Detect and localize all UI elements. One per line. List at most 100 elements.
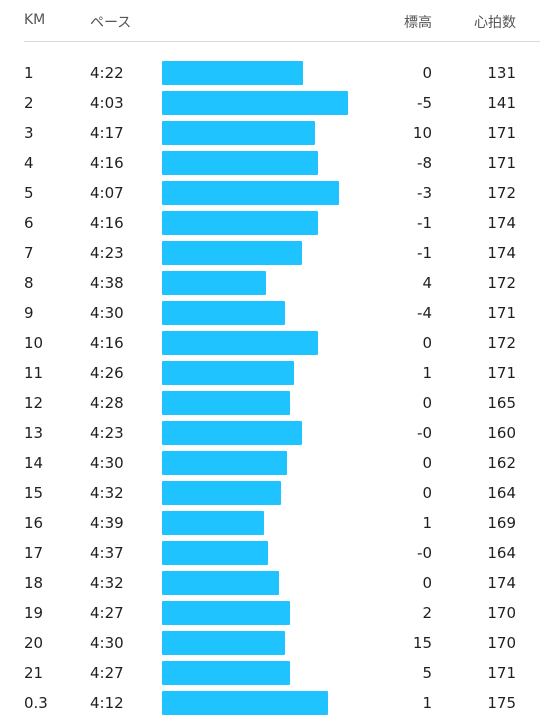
split-row: 20 4:30 15 170: [0, 628, 540, 658]
split-km: 18: [24, 574, 44, 592]
split-pace: 4:39: [90, 514, 124, 532]
split-elevation: -0: [417, 544, 432, 562]
split-heart-rate: 164: [487, 544, 516, 562]
split-row: 15 4:32 0 164: [0, 478, 540, 508]
split-pace: 4:17: [90, 124, 124, 142]
split-km: 0.3: [24, 694, 48, 712]
split-km: 8: [24, 274, 34, 292]
pace-bar: [162, 361, 294, 385]
split-elevation: 0: [422, 574, 432, 592]
split-pace: 4:27: [90, 604, 124, 622]
split-pace: 4:26: [90, 364, 124, 382]
split-elevation: -1: [417, 214, 432, 232]
split-km: 5: [24, 184, 34, 202]
split-heart-rate: 175: [487, 694, 516, 712]
split-pace: 4:16: [90, 154, 124, 172]
split-elevation: -0: [417, 424, 432, 442]
split-elevation: -5: [417, 94, 432, 112]
pace-bar: [162, 421, 302, 445]
split-pace: 4:32: [90, 484, 124, 502]
pace-bar: [162, 151, 318, 175]
split-pace: 4:30: [90, 454, 124, 472]
split-row: 21 4:27 5 171: [0, 658, 540, 688]
split-km: 21: [24, 664, 44, 682]
split-row: 8 4:38 4 172: [0, 268, 540, 298]
pace-bar: [162, 601, 290, 625]
pace-bar: [162, 661, 290, 685]
split-row: 16 4:39 1 169: [0, 508, 540, 538]
split-elevation: -4: [417, 304, 432, 322]
split-elevation: 1: [422, 514, 432, 532]
split-km: 17: [24, 544, 44, 562]
split-heart-rate: 171: [487, 304, 516, 322]
split-pace: 4:22: [90, 64, 124, 82]
pace-bar: [162, 631, 285, 655]
split-elevation: 4: [422, 274, 432, 292]
split-heart-rate: 169: [487, 514, 516, 532]
split-pace: 4:38: [90, 274, 124, 292]
split-km: 9: [24, 304, 34, 322]
split-heart-rate: 174: [487, 574, 516, 592]
split-row: 14 4:30 0 162: [0, 448, 540, 478]
split-km: 15: [24, 484, 44, 502]
split-pace: 4:23: [90, 424, 124, 442]
split-heart-rate: 162: [487, 454, 516, 472]
pace-bar: [162, 211, 318, 235]
split-row: 10 4:16 0 172: [0, 328, 540, 358]
split-pace: 4:12: [90, 694, 124, 712]
split-elevation: 1: [422, 364, 432, 382]
pace-bar: [162, 331, 318, 355]
split-elevation: -1: [417, 244, 432, 262]
pace-bar: [162, 511, 264, 535]
split-pace: 4:07: [90, 184, 124, 202]
split-heart-rate: 170: [487, 634, 516, 652]
split-km: 19: [24, 604, 44, 622]
split-elevation: 5: [422, 664, 432, 682]
split-elevation: 15: [412, 634, 432, 652]
split-heart-rate: 172: [487, 274, 516, 292]
pace-bar: [162, 391, 290, 415]
split-row: 9 4:30 -4 171: [0, 298, 540, 328]
split-row: 11 4:26 1 171: [0, 358, 540, 388]
pace-bar: [162, 541, 268, 565]
header-elevation: 標高: [404, 15, 432, 31]
split-km: 10: [24, 334, 44, 352]
split-pace: 4:30: [90, 634, 124, 652]
split-km: 14: [24, 454, 44, 472]
split-row: 18 4:32 0 174: [0, 568, 540, 598]
split-pace: 4:16: [90, 214, 124, 232]
split-heart-rate: 165: [487, 394, 516, 412]
split-elevation: 1: [422, 694, 432, 712]
split-km: 20: [24, 634, 44, 652]
split-elevation: 0: [422, 484, 432, 502]
pace-bar: [162, 271, 266, 295]
split-row: 6 4:16 -1 174: [0, 208, 540, 238]
split-km: 2: [24, 94, 34, 112]
split-row: 3 4:17 10 171: [0, 118, 540, 148]
split-heart-rate: 172: [487, 334, 516, 352]
header-heart-rate: 心拍数: [474, 15, 516, 31]
split-row: 5 4:07 -3 172: [0, 178, 540, 208]
split-heart-rate: 171: [487, 154, 516, 172]
split-row: 13 4:23 -0 160: [0, 418, 540, 448]
split-elevation: 10: [412, 124, 432, 142]
split-elevation: 0: [422, 394, 432, 412]
split-row: 12 4:28 0 165: [0, 388, 540, 418]
split-pace: 4:30: [90, 304, 124, 322]
split-km: 4: [24, 154, 34, 172]
header-pace: ペース: [90, 15, 132, 31]
split-row: 0.3 4:12 1 175: [0, 688, 540, 718]
split-pace: 4:03: [90, 94, 124, 112]
header-divider: [24, 41, 540, 42]
split-km: 1: [24, 64, 34, 82]
split-row: 2 4:03 -5 141: [0, 88, 540, 118]
split-heart-rate: 171: [487, 124, 516, 142]
split-heart-rate: 160: [487, 424, 516, 442]
header-km: KM: [24, 12, 46, 28]
pace-bar: [162, 571, 279, 595]
split-km: 7: [24, 244, 34, 262]
split-elevation: 0: [422, 334, 432, 352]
pace-bar: [162, 691, 328, 715]
split-heart-rate: 131: [487, 64, 516, 82]
split-row: 1 4:22 0 131: [0, 58, 540, 88]
